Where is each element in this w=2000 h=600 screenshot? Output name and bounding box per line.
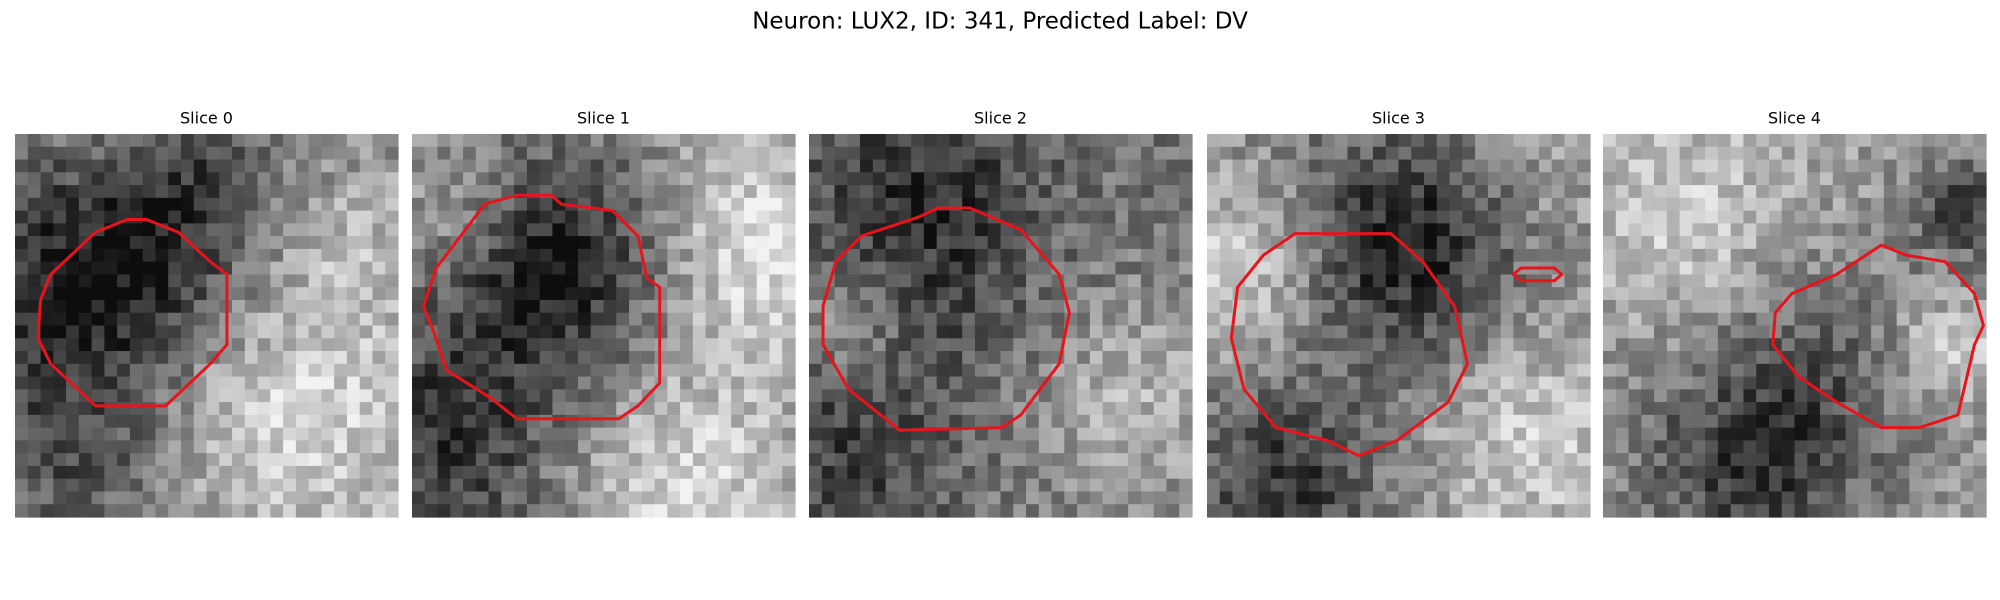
contour (422, 193, 662, 421)
grayscale-image (1207, 134, 1591, 518)
figure-title: Neuron: LUX2, ID: 341, Predicted Label: … (752, 9, 1248, 35)
image-panel: Slice 3 (1207, 109, 1591, 518)
grayscale-image (412, 134, 796, 518)
grayscale-image (809, 134, 1193, 518)
panel-title: Slice 1 (577, 109, 630, 128)
contour (1511, 266, 1564, 283)
grayscale-image (1603, 134, 1987, 518)
image-panel: Slice 1 (412, 109, 796, 518)
contour (36, 218, 229, 408)
grayscale-image (15, 134, 399, 518)
panel-title: Slice 0 (180, 109, 233, 128)
panel-title: Slice 4 (1768, 109, 1821, 128)
panel-title: Slice 2 (974, 109, 1027, 128)
panels: Slice 0 Slice 1 Slice 2 Slice 3 Slice 4 (15, 109, 1987, 518)
contour (821, 206, 1071, 432)
image-panel: Slice 4 (1603, 109, 1987, 518)
image-panel: Slice 0 (15, 109, 399, 518)
contour (1229, 232, 1469, 458)
image-panel: Slice 2 (809, 109, 1193, 518)
panel-title: Slice 3 (1372, 109, 1425, 128)
contour (1771, 243, 1985, 430)
